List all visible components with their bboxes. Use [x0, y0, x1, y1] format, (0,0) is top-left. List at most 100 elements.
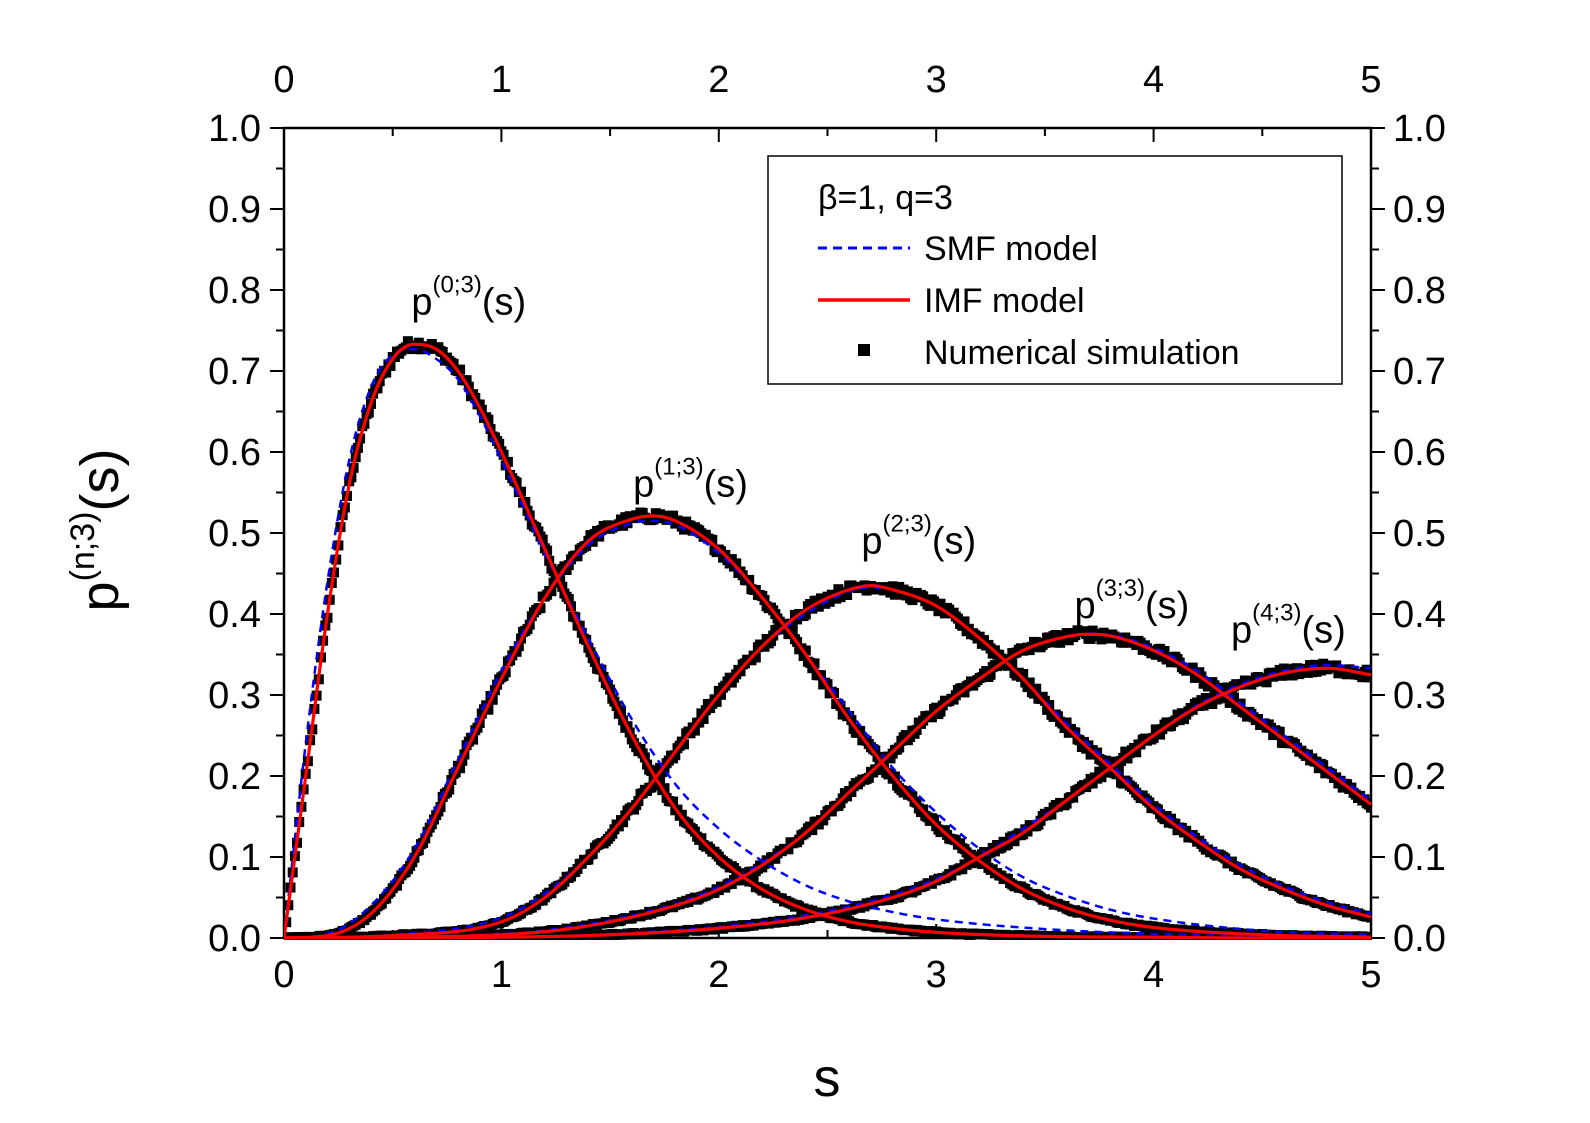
- sim-point: [1150, 649, 1161, 660]
- smf-line-2: [284, 586, 1372, 940]
- y-tick-label-left: 0.2: [208, 756, 261, 798]
- sim-point: [1181, 825, 1192, 836]
- sim-point: [483, 414, 494, 425]
- sim-point: [502, 456, 513, 467]
- y-tick-label-right: 0.7: [1393, 351, 1446, 393]
- sim-point: [824, 596, 835, 607]
- x-tick-label-top: 3: [926, 59, 947, 101]
- sim-point: [381, 367, 392, 378]
- sim-point: [798, 651, 809, 661]
- curve-label-3: p(3;3)(s): [1074, 575, 1189, 627]
- sim-point: [959, 687, 970, 698]
- sim-point: [1287, 670, 1298, 681]
- legend-imf-label: IMF model: [924, 282, 1085, 320]
- sim-point: [959, 616, 970, 627]
- curve-label-base: p: [1231, 609, 1252, 651]
- y-tick-label-right: 0.8: [1393, 270, 1446, 312]
- curve-label-sup: (2;3): [883, 510, 932, 537]
- x-tick-label-bottom: 2: [708, 954, 729, 996]
- y-tick-label-right: 0.9: [1393, 189, 1446, 231]
- sim-point: [1061, 798, 1072, 809]
- sim-point: [679, 739, 689, 750]
- smf-line-1: [284, 519, 1372, 940]
- sim-point: [1346, 782, 1357, 793]
- y-tick-label-right: 0.2: [1393, 756, 1446, 798]
- sim-point: [563, 594, 574, 605]
- curve-label-sup: (1;3): [654, 454, 703, 481]
- y-tick-label-left: 1.0: [208, 108, 261, 150]
- sim-point: [1366, 802, 1372, 813]
- sim-point: [487, 694, 498, 705]
- y-axis-title-base: p: [70, 581, 130, 611]
- sim-point: [461, 375, 472, 386]
- curve-label-base: p: [1074, 585, 1095, 627]
- y-tick-label-left: 0.4: [208, 594, 261, 636]
- y-tick-label-right: 0.1: [1393, 837, 1446, 879]
- sim-point: [907, 791, 918, 802]
- y-tick-label-left: 0.8: [208, 270, 261, 312]
- sim-series-1: [284, 507, 1372, 940]
- sim-point: [535, 603, 546, 614]
- sim-point: [763, 857, 774, 868]
- smf-layer: [284, 347, 1372, 940]
- y-tick-label-left: 0.9: [208, 189, 261, 231]
- sim-point: [537, 534, 548, 545]
- sim-point: [1187, 662, 1198, 673]
- x-tick-label-bottom: 3: [926, 954, 947, 996]
- imf-line-1: [284, 514, 1372, 940]
- y-tick-label-left: 0.7: [208, 351, 261, 393]
- curve-label-2: p(2;3)(s): [861, 510, 976, 562]
- sim-point: [876, 761, 887, 772]
- curve-label-0: p(0;3)(s): [411, 271, 526, 323]
- x-tick-label-top: 2: [708, 59, 729, 101]
- sim-point: [1357, 672, 1368, 683]
- sim-point: [1002, 839, 1013, 849]
- y-tick-label-left: 0.3: [208, 675, 261, 717]
- sim-point: [648, 765, 659, 776]
- smf-line-0: [284, 347, 1372, 939]
- curve-label-sup: (0;3): [433, 271, 482, 298]
- sim-point: [1318, 760, 1329, 771]
- sim-point: [1046, 809, 1057, 820]
- curve-label-sup: (3;3): [1096, 575, 1145, 602]
- sim-point: [907, 595, 918, 606]
- y-tick-label-left: 0.0: [208, 918, 261, 960]
- sim-point: [670, 750, 681, 761]
- sim-point: [668, 796, 679, 807]
- x-tick-label-top: 5: [1360, 59, 1381, 101]
- imf-line-0: [284, 342, 1371, 940]
- curve-label-4: p(4;3)(s): [1231, 599, 1346, 651]
- curve-label-tail: (s): [482, 281, 526, 323]
- y-tick-label-right: 0.6: [1393, 432, 1446, 474]
- sim-point: [546, 586, 557, 597]
- sim-point: [800, 645, 811, 656]
- axis-tick-labels: 0 0 1 1 2 2 3 3 4 4 5 5 0.0 0.0 0.1 0.1 0.2 0.2 0.3 0.3 0.4 0…: [208, 59, 1446, 996]
- y-tick-label-left: 0.1: [208, 837, 261, 879]
- sim-point: [889, 589, 900, 600]
- sim-point: [770, 853, 781, 864]
- sim-point: [711, 696, 722, 707]
- y-tick-label-right: 0.0: [1393, 918, 1446, 960]
- sim-point: [483, 704, 494, 715]
- sim-point: [1009, 836, 1020, 847]
- sim-point: [385, 360, 396, 371]
- sim-point: [816, 593, 826, 604]
- sim-point: [572, 551, 583, 562]
- imf-line-4: [284, 666, 1372, 940]
- x-tick-label-bottom: 0: [273, 954, 294, 996]
- sim-point: [1261, 677, 1272, 688]
- sim-point: [689, 725, 700, 736]
- sim-point: [1131, 747, 1142, 758]
- sim-point: [1105, 766, 1116, 777]
- sim-point: [1024, 677, 1035, 688]
- curve-label-base: p: [411, 281, 432, 323]
- x-tick-label-top: 0: [273, 59, 294, 101]
- sim-point: [855, 725, 866, 736]
- sim-point: [618, 817, 629, 828]
- y-tick-label-right: 1.0: [1393, 108, 1446, 150]
- sim-point: [748, 877, 759, 887]
- sim-point: [929, 814, 939, 825]
- sim-point: [1331, 660, 1342, 671]
- x-axis-title: s: [814, 1048, 841, 1108]
